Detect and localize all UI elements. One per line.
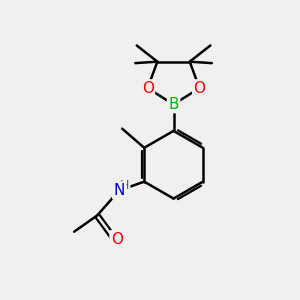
Text: O: O	[194, 81, 206, 96]
Text: N: N	[113, 183, 125, 198]
Text: O: O	[111, 232, 123, 247]
Text: O: O	[142, 81, 154, 96]
Text: H: H	[120, 179, 129, 192]
Text: B: B	[168, 97, 179, 112]
